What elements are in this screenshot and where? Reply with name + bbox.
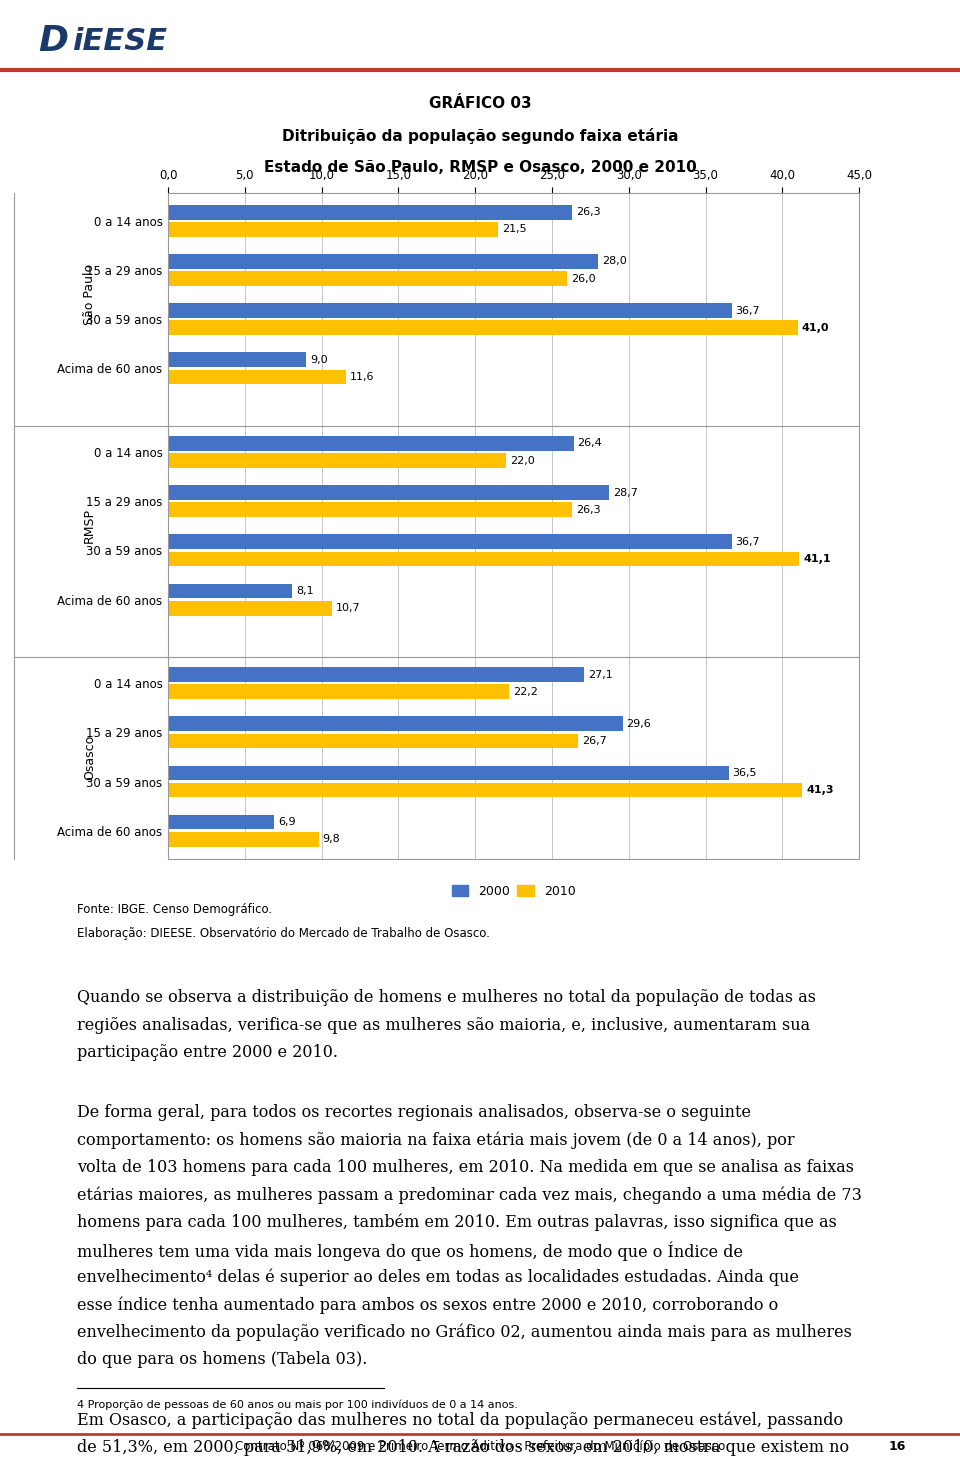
Text: 26,4: 26,4 <box>577 438 602 449</box>
Text: mulheres tem uma vida mais longeva do que os homens, de modo que o Índice de: mulheres tem uma vida mais longeva do qu… <box>77 1241 743 1260</box>
Text: 6,9: 6,9 <box>277 818 296 826</box>
Text: 26,3: 26,3 <box>576 505 600 515</box>
Text: Fonte: IBGE. Censo Demográfico.: Fonte: IBGE. Censo Demográfico. <box>77 903 272 917</box>
Text: Ditribuição da população segundo faixa etária: Ditribuição da população segundo faixa e… <box>281 127 679 144</box>
Bar <box>168 255 598 268</box>
Text: Estado de São Paulo, RMSP e Osasco, 2000 e 2010: Estado de São Paulo, RMSP e Osasco, 2000… <box>264 160 696 175</box>
Text: Em Osasco, a participação das mulheres no total da população permaneceu estável,: Em Osasco, a participação das mulheres n… <box>77 1411 843 1429</box>
Text: Osasco: Osasco <box>83 735 96 779</box>
Bar <box>168 815 274 829</box>
Bar <box>168 717 623 732</box>
Text: 9,8: 9,8 <box>323 834 340 844</box>
Text: esse índice tenha aumentado para ambos os sexos entre 2000 e 2010, corroborando : esse índice tenha aumentado para ambos o… <box>77 1296 778 1314</box>
Text: De forma geral, para todos os recortes regionais analisados, observa-se o seguin: De forma geral, para todos os recortes r… <box>77 1105 751 1121</box>
Bar <box>168 766 729 780</box>
Text: 41,1: 41,1 <box>804 554 830 564</box>
Text: 21,5: 21,5 <box>502 225 527 234</box>
Text: de 51,3%, em 2000, para 51,9%, em 2010. A razão dos sexos, em 2010, mostra que e: de 51,3%, em 2000, para 51,9%, em 2010. … <box>77 1438 849 1456</box>
Bar <box>168 320 798 335</box>
Text: 41,3: 41,3 <box>806 785 833 795</box>
Text: 28,0: 28,0 <box>602 256 627 267</box>
Text: envelhecimento⁴ delas é superior ao deles em todas as localidades estudadas. Ain: envelhecimento⁴ delas é superior ao dele… <box>77 1269 799 1287</box>
Bar <box>168 271 567 286</box>
Text: comportamento: os homens são maioria na faixa etária mais jovem (de 0 a 14 anos): comportamento: os homens são maioria na … <box>77 1131 795 1149</box>
Text: 22,2: 22,2 <box>513 687 538 696</box>
Text: GRÁFICO 03: GRÁFICO 03 <box>429 96 531 111</box>
Text: 28,7: 28,7 <box>612 487 637 498</box>
Bar <box>168 666 585 681</box>
Bar <box>168 370 347 385</box>
Text: Contrato Nº 068/2009 e Primeiro Termo Aditivo - Prefeitura do Município de Osasc: Contrato Nº 068/2009 e Primeiro Termo Ad… <box>235 1440 725 1453</box>
Text: 41,0: 41,0 <box>802 323 829 333</box>
Text: envelhecimento da população verificado no Gráfico 02, aumentou ainda mais para a: envelhecimento da população verificado n… <box>77 1324 852 1342</box>
Text: 10,7: 10,7 <box>336 603 361 613</box>
Text: 27,1: 27,1 <box>588 669 612 680</box>
Text: regiões analisadas, verifica-se que as mulheres são maioria, e, inclusive, aumen: regiões analisadas, verifica-se que as m… <box>77 1016 810 1034</box>
Bar <box>168 304 732 318</box>
Bar <box>168 601 332 616</box>
Text: D: D <box>38 25 68 58</box>
Text: 22,0: 22,0 <box>510 456 535 465</box>
Bar <box>168 352 306 367</box>
Text: 29,6: 29,6 <box>627 718 651 729</box>
Text: Elaboração: DIEESE. Observatório do Mercado de Trabalho de Osasco.: Elaboração: DIEESE. Observatório do Merc… <box>77 927 490 940</box>
Bar <box>168 684 509 699</box>
Legend: 2000, 2010: 2000, 2010 <box>446 880 581 903</box>
Bar <box>168 783 803 797</box>
Bar <box>168 435 573 450</box>
Text: 4 Proporção de pessoas de 60 anos ou mais por 100 indivíduos de 0 a 14 anos.: 4 Proporção de pessoas de 60 anos ou mai… <box>77 1400 517 1410</box>
Text: 9,0: 9,0 <box>310 355 327 364</box>
Bar <box>168 832 319 847</box>
Text: participação entre 2000 e 2010.: participação entre 2000 e 2010. <box>77 1044 338 1060</box>
Text: São Paulo: São Paulo <box>83 264 96 326</box>
Text: etárias maiores, as mulheres passam a predominar cada vez mais, chegando a uma m: etárias maiores, as mulheres passam a pr… <box>77 1186 862 1204</box>
Text: 36,7: 36,7 <box>735 536 760 546</box>
Text: 16: 16 <box>889 1440 906 1453</box>
Text: 26,3: 26,3 <box>576 207 600 218</box>
Bar <box>168 733 578 748</box>
Text: homens para cada 100 mulheres, também em 2010. Em outras palavras, isso signific: homens para cada 100 mulheres, também em… <box>77 1214 837 1232</box>
Text: Quando se observa a distribuição de homens e mulheres no total da população de t: Quando se observa a distribuição de home… <box>77 989 816 1006</box>
Bar <box>168 551 800 566</box>
Text: 26,0: 26,0 <box>571 274 596 283</box>
Bar <box>168 584 293 598</box>
Bar <box>168 204 572 219</box>
Text: 36,5: 36,5 <box>732 769 757 778</box>
Text: RMSP: RMSP <box>83 508 96 544</box>
Text: do que para os homens (Tabela 03).: do que para os homens (Tabela 03). <box>77 1351 367 1368</box>
Text: 11,6: 11,6 <box>350 372 374 382</box>
Text: iEESE: iEESE <box>72 27 167 56</box>
Bar <box>168 222 498 237</box>
Bar <box>168 502 572 517</box>
Bar <box>168 535 732 549</box>
Bar <box>168 453 506 468</box>
Text: 8,1: 8,1 <box>297 586 314 595</box>
Bar <box>168 486 609 501</box>
Text: 36,7: 36,7 <box>735 305 760 315</box>
Text: volta de 103 homens para cada 100 mulheres, em 2010. Na medida em que se analisa: volta de 103 homens para cada 100 mulher… <box>77 1160 853 1176</box>
Text: 26,7: 26,7 <box>582 736 607 746</box>
